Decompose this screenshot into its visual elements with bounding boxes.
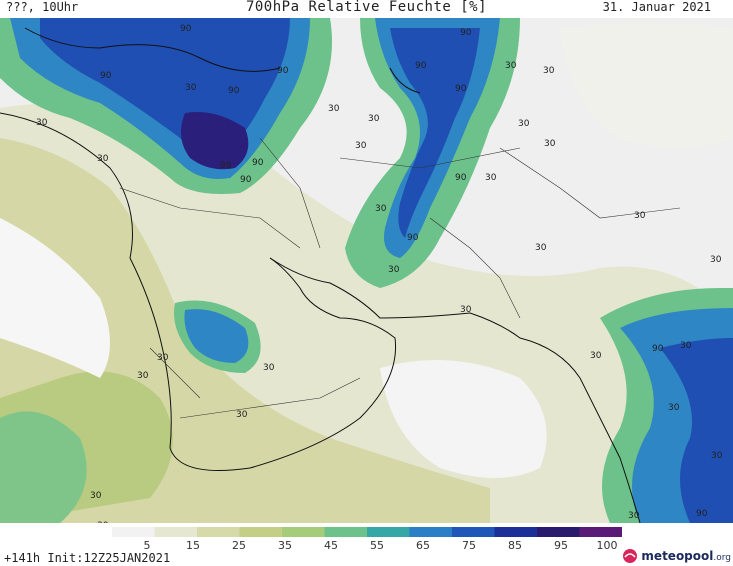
humidity-zone-5-ne — [560, 23, 733, 148]
humidity-zone-45 — [0, 411, 87, 523]
colorbar-label: 55 — [370, 539, 384, 552]
coastlines — [0, 27, 641, 523]
colorbar-segment — [409, 527, 453, 537]
forecast-date: 31. Januar 2021 — [602, 0, 711, 14]
contour-label: 30 — [137, 371, 149, 381]
humidity-zone-85-central — [390, 28, 480, 238]
contour-label: 30 — [711, 451, 723, 461]
colorbar-segment — [494, 527, 538, 537]
colorbar-segment — [367, 527, 410, 537]
contour-label: 30 — [36, 118, 48, 128]
humidity-zone-5-west — [0, 218, 110, 378]
contour-label: 90 — [100, 71, 112, 81]
colorbar-label: 65 — [416, 539, 430, 552]
contour-label: 30 — [680, 341, 692, 351]
contour-label: 30 — [185, 83, 197, 93]
colorbar-segment — [579, 527, 622, 537]
colorbar-segment — [282, 527, 325, 537]
contour-label: 30 — [97, 521, 109, 523]
contour-label: 30 — [535, 243, 547, 253]
contour-label: 90 — [252, 158, 264, 168]
colorbar-label: 5 — [143, 539, 151, 552]
humidity-zone-5-sea — [380, 360, 547, 478]
colorbar-label: 75 — [462, 539, 476, 552]
logo-text: meteopool.org — [641, 549, 731, 563]
contour-label: 30 — [518, 119, 530, 129]
contour-label: 30 — [97, 154, 109, 164]
contour-label: 30 — [375, 204, 387, 214]
colorbar-label: 25 — [232, 539, 246, 552]
colorbar-segment — [537, 527, 580, 537]
contour-label: 90 — [652, 344, 664, 354]
humidity-zone-75-arabia — [184, 309, 249, 363]
colorbar-label: 35 — [278, 539, 292, 552]
contour-label: 30 — [388, 265, 400, 275]
map-title: 700hPa Relative Feuchte [%] — [245, 0, 488, 15]
contour-label: 30 — [710, 255, 722, 265]
meteopool-logo[interactable]: meteopool.org — [622, 547, 731, 565]
contour-label: 30 — [368, 114, 380, 124]
contour-label: 90 — [455, 173, 467, 183]
contour-label: 30 — [668, 403, 680, 413]
contour-label: 30 — [236, 410, 248, 420]
contour-label: 30 — [263, 363, 275, 373]
contour-label: 30 — [544, 139, 556, 149]
contour-label: 30 — [485, 173, 497, 183]
colorbar-label: 45 — [324, 539, 338, 552]
map-canvas: 90 90 30 90 30 30 90 90 30 30 90 30 30 9… — [0, 18, 733, 523]
colorbar-segment — [112, 527, 155, 537]
logo-icon — [623, 549, 638, 563]
contour-label: 30 — [157, 353, 169, 363]
colorbar-labels: 5 15 25 35 45 55 65 75 85 95 100 — [112, 539, 622, 553]
contour-label: 90 — [240, 175, 252, 185]
humidity-zone-85-india — [660, 338, 733, 523]
colorbar-label: 85 — [508, 539, 522, 552]
forecast-time-label: ???, 10Uhr — [6, 0, 79, 14]
contour-label: 30 — [328, 104, 340, 114]
colorbar-segment — [154, 527, 198, 537]
colorbar-label: 95 — [554, 539, 568, 552]
borders — [119, 137, 681, 419]
contour-label: 99 — [220, 161, 232, 171]
contour-label: 90 — [415, 61, 427, 71]
contour-label: 30 — [90, 491, 102, 501]
colorbar-label: 100 — [596, 539, 618, 552]
contour-label: 30 — [634, 211, 646, 221]
contour-label: 30 — [590, 351, 602, 361]
header: ???, 10Uhr 700hPa Relative Feuchte [%] 3… — [0, 0, 733, 18]
humidity-map: 90 90 30 90 30 30 90 90 30 30 90 30 30 9… — [0, 18, 733, 523]
contour-label: 30 — [505, 61, 517, 71]
footer: 5 15 25 35 45 55 65 75 85 95 100 +141h I… — [0, 523, 733, 566]
colorbar — [112, 527, 622, 537]
colorbar-segment — [197, 527, 240, 537]
humidity-zone-95-nw — [181, 112, 249, 170]
colorbar-segment — [239, 527, 283, 537]
contour-label: 30 — [543, 66, 555, 76]
contour-label: 90 — [228, 86, 240, 96]
contour-label: 90 — [455, 84, 467, 94]
contour-label: 30 — [355, 141, 367, 151]
contour-label: 30 — [460, 305, 472, 315]
contour-label: 90 — [407, 233, 419, 243]
contour-label: 90 — [277, 66, 289, 76]
colorbar-segment — [452, 527, 495, 537]
contour-labels: 90 90 30 90 30 30 90 90 30 30 90 30 30 9… — [36, 24, 723, 523]
contour-label: 90 — [460, 28, 472, 38]
init-time-label: +141h Init:12Z25JAN2021 — [4, 551, 171, 565]
contour-label: 30 — [628, 511, 640, 521]
colorbar-label: 15 — [186, 539, 200, 552]
colorbar-segment — [324, 527, 368, 537]
contour-label: 90 — [696, 509, 708, 519]
contour-label: 90 — [180, 24, 192, 34]
